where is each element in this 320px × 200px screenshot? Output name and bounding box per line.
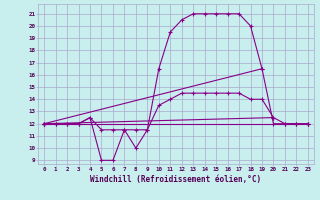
X-axis label: Windchill (Refroidissement éolien,°C): Windchill (Refroidissement éolien,°C) [91, 175, 261, 184]
